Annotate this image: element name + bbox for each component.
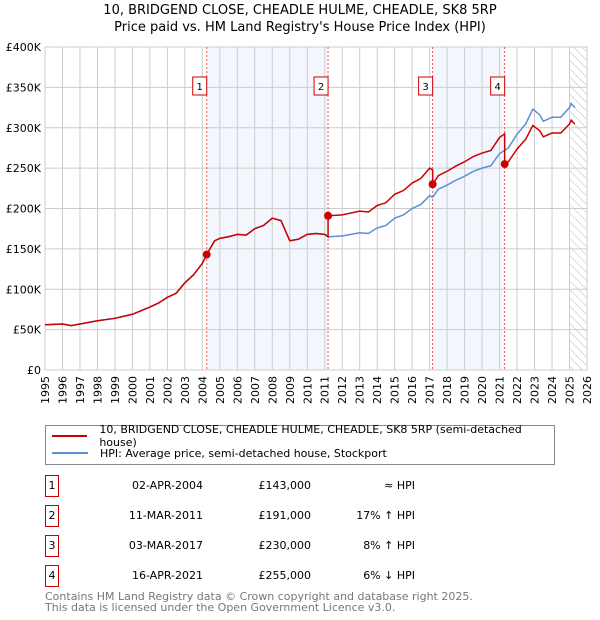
sale-point: [324, 211, 333, 220]
legend-price-swatch: [52, 435, 88, 437]
legend-hpi-swatch: [52, 452, 88, 454]
x-tick-label: 2025: [564, 376, 577, 404]
y-tick-label: £250K: [6, 162, 42, 175]
sale-marker-box: [192, 76, 208, 96]
chart-title: 10, BRIDGEND CLOSE, CHEADLE HULME, CHEAD…: [103, 3, 497, 18]
sale-hpi-diff: 8% ↑ HPI: [363, 539, 415, 552]
x-tick-label: 2006: [231, 376, 244, 404]
plot-area: 1995 1996 1997 1998 1999 2000 2001 2002 2003 2004…: [6, 41, 594, 404]
sale-point: [500, 160, 509, 169]
x-tick-label: 2015: [389, 376, 402, 404]
sale-marker-box: [313, 76, 329, 96]
x-tick-label: 2000: [126, 376, 139, 404]
sale-marker-box: [418, 76, 434, 96]
x-tick-label: 2026: [581, 376, 594, 404]
x-tick-label: 2004: [196, 376, 209, 404]
sale-marker-label: 1: [197, 82, 203, 93]
x-tick-label: 2021: [494, 376, 507, 404]
x-tick-label: 2003: [179, 376, 192, 404]
x-tick-label: 1996: [56, 376, 69, 404]
sale-date: 16-APR-2021: [131, 569, 203, 582]
x-tick-label: 2001: [144, 376, 157, 404]
x-tick-label: 2005: [214, 376, 227, 404]
sale-number: 1: [45, 475, 59, 497]
sale-number: 2: [45, 505, 59, 527]
sale-date: 02-APR-2004: [131, 479, 203, 492]
sale-price: £191,000: [258, 509, 312, 522]
x-tick-label: 2012: [336, 376, 349, 404]
sale-marker-label: 3: [422, 82, 428, 93]
sale-point: [428, 180, 437, 189]
sale-row: 2 11-MAR-2011 £191,000 17% ↑ HPI: [45, 505, 445, 527]
sale-date: 03-MAR-2017: [128, 539, 203, 552]
y-tick-label: £200K: [6, 203, 42, 216]
x-tick-label: 1995: [39, 376, 52, 404]
sale-price: £143,000: [258, 479, 312, 492]
sale-marker-label: 4: [494, 82, 500, 93]
legend-hpi-label: HPI: Average price, semi-detached house,…: [100, 446, 387, 460]
x-tick-label: 2017: [424, 376, 437, 404]
sale-row: 3 03-MAR-2017 £230,000 8% ↑ HPI: [45, 535, 445, 557]
x-tick-label: 2007: [249, 376, 262, 404]
y-tick-label: £150K: [6, 243, 42, 256]
sale-number: 3: [45, 535, 59, 557]
x-tick-label: 1998: [91, 376, 104, 404]
sale-marker-box: [490, 76, 506, 96]
sale-hpi-diff: 6% ↓ HPI: [363, 569, 415, 582]
x-tick-label: 2002: [161, 376, 174, 404]
x-tick-label: 2010: [301, 376, 314, 404]
y-tick-label: £400K: [6, 41, 42, 54]
sale-point: [202, 250, 211, 259]
x-tick-label: 2020: [476, 376, 489, 404]
x-tick-label: 2019: [459, 376, 472, 404]
x-tick-label: 2022: [511, 376, 524, 404]
x-tick-label: 2011: [319, 376, 332, 404]
footer-copyright: Contains HM Land Registry data © Crown c…: [45, 590, 473, 603]
legend-price-label: 10, BRIDGEND CLOSE, CHEADLE HULME, CHEAD…: [99, 423, 522, 449]
x-tick-label: 2024: [546, 376, 559, 404]
chart-subtitle: Price paid vs. HM Land Registry's House …: [114, 20, 486, 35]
y-tick-label: £300K: [6, 122, 42, 135]
sale-date: 11-MAR-2011: [128, 509, 203, 522]
sale-hpi-diff: 17% ↑ HPI: [356, 509, 415, 522]
x-tick-label: 1997: [74, 376, 87, 404]
sale-marker-label: 2: [318, 82, 324, 93]
sale-row: 4 16-APR-2021 £255,000 6% ↓ HPI: [45, 565, 445, 587]
sale-number: 4: [45, 565, 59, 587]
y-tick-label: £50K: [13, 324, 42, 337]
x-tick-label: 2009: [284, 376, 297, 404]
sale-hpi-diff: ≈ HPI: [384, 479, 415, 492]
x-tick-label: 2016: [406, 376, 419, 404]
legend: 10, BRIDGEND CLOSE, CHEADLE HULME, CHEAD…: [45, 423, 555, 465]
sale-price: £230,000: [258, 539, 312, 552]
y-tick-label: £350K: [6, 81, 42, 94]
plot-frame: [44, 46, 588, 371]
y-tick-label: £100K: [6, 283, 42, 296]
x-tick-label: 2008: [266, 376, 279, 404]
y-tick-label: £0: [27, 364, 41, 377]
x-tick-label: 2018: [441, 376, 454, 404]
sale-price: £255,000: [258, 569, 312, 582]
x-tick-label: 2013: [354, 376, 367, 404]
sale-row: 1 02-APR-2004 £143,000 ≈ HPI: [45, 475, 445, 497]
x-tick-label: 1999: [109, 376, 122, 404]
x-tick-label: 2014: [371, 376, 384, 404]
x-tick-label: 2023: [529, 376, 542, 404]
footer-licence: This data is licensed under the Open Gov…: [45, 601, 396, 614]
